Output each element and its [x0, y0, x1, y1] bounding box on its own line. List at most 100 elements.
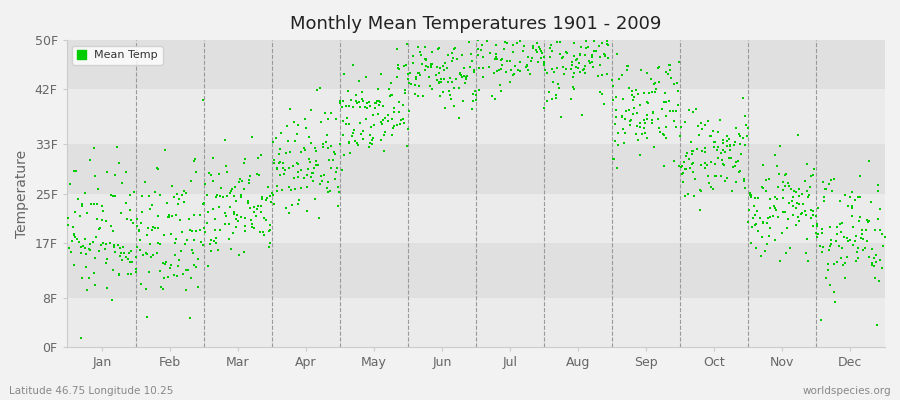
Point	[576, 25, 590, 31]
Point	[693, 187, 707, 193]
Point	[644, 120, 659, 127]
Point	[608, 121, 622, 127]
Point	[627, 94, 642, 100]
Point	[392, 99, 406, 105]
Point	[96, 240, 111, 246]
Point	[623, 117, 637, 124]
Point	[476, 74, 491, 81]
Point	[428, 34, 442, 41]
Point	[827, 176, 842, 182]
Point	[605, 25, 619, 31]
Point	[146, 223, 160, 230]
Point	[637, 117, 652, 124]
Point	[563, 95, 578, 102]
Point	[392, 66, 406, 72]
Point	[716, 140, 730, 147]
Point	[572, 52, 587, 58]
Point	[328, 176, 342, 182]
Point	[179, 190, 194, 196]
Point	[314, 177, 328, 184]
Point	[329, 116, 344, 122]
Point	[494, 66, 508, 72]
Point	[187, 158, 202, 164]
Point	[222, 190, 237, 196]
Point	[86, 200, 101, 207]
Point	[391, 62, 405, 68]
Point	[799, 211, 814, 218]
Point	[168, 239, 183, 246]
Point	[96, 240, 111, 246]
Point	[804, 206, 818, 213]
Point	[231, 252, 246, 258]
Point	[810, 234, 824, 240]
Point	[200, 220, 214, 226]
Point	[814, 226, 829, 232]
Point	[346, 132, 360, 139]
Point	[293, 167, 308, 173]
Point	[441, 52, 455, 58]
Point	[100, 285, 114, 292]
Point	[715, 157, 729, 163]
Point	[659, 124, 673, 130]
Point	[865, 260, 879, 266]
Point	[166, 272, 181, 278]
Point	[272, 150, 286, 157]
Point	[197, 200, 211, 206]
Point	[790, 200, 805, 206]
Point	[769, 237, 783, 244]
Point	[169, 236, 184, 242]
Point	[366, 112, 381, 118]
Point	[517, 28, 531, 34]
Point	[142, 268, 157, 275]
Point	[90, 186, 104, 192]
Text: Latitude 46.75 Longitude 10.25: Latitude 46.75 Longitude 10.25	[9, 386, 174, 396]
Point	[853, 172, 868, 179]
Point	[778, 183, 793, 190]
Point	[74, 244, 88, 250]
Point	[638, 130, 652, 136]
Point	[700, 162, 715, 168]
Point	[164, 262, 178, 268]
Point	[412, 70, 427, 76]
Point	[566, 70, 580, 76]
Point	[92, 226, 106, 233]
Point	[429, 64, 444, 70]
Point	[806, 212, 820, 218]
Point	[592, 62, 607, 68]
Point	[716, 147, 730, 154]
Point	[804, 173, 818, 180]
Point	[184, 247, 199, 254]
Point	[259, 197, 274, 204]
Point	[106, 244, 121, 250]
Point	[302, 156, 316, 162]
Point	[698, 149, 712, 156]
Point	[768, 205, 782, 212]
Point	[205, 178, 220, 184]
Point	[232, 179, 247, 185]
Point	[467, 88, 482, 94]
Point	[234, 194, 248, 200]
Point	[422, 74, 436, 80]
Point	[100, 168, 114, 175]
Point	[385, 124, 400, 131]
Point	[492, 82, 507, 88]
Point	[135, 209, 149, 216]
Point	[656, 163, 670, 169]
Point	[196, 201, 211, 207]
Point	[346, 62, 360, 68]
Point	[398, 90, 412, 96]
Point	[566, 74, 580, 80]
Point	[63, 180, 77, 187]
Point	[491, 26, 506, 33]
Point	[299, 125, 313, 132]
Point	[138, 179, 152, 186]
Point	[762, 196, 777, 202]
Point	[282, 184, 296, 191]
Point	[810, 222, 824, 229]
Point	[177, 188, 192, 194]
Point	[869, 322, 884, 328]
Point	[595, 40, 609, 46]
Point	[737, 178, 751, 184]
Point	[68, 208, 83, 215]
Point	[406, 52, 420, 59]
